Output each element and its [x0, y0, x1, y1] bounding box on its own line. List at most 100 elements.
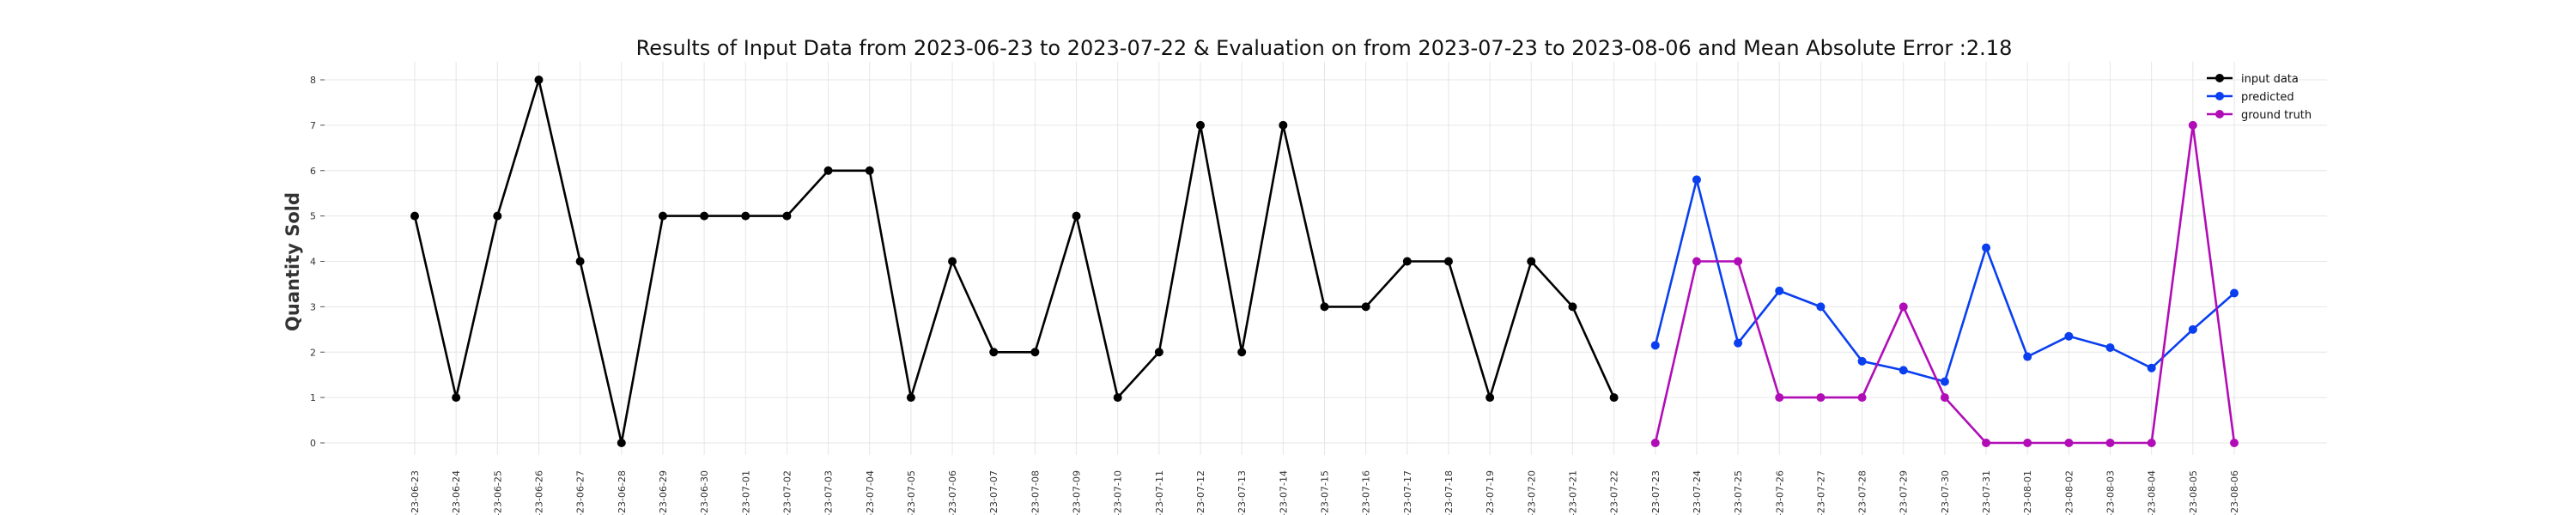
data-point [2188, 120, 2197, 130]
data-point [906, 393, 915, 403]
data-point [1443, 257, 1453, 266]
data-point [782, 211, 792, 221]
legend-label: input data [2241, 73, 2299, 86]
x-tick-label: -23-07-06 [947, 470, 958, 515]
x-tick-label: -23-07-29 [1899, 470, 1910, 515]
series-predicted [1650, 175, 2239, 386]
x-tick-label: -23-07-09 [1072, 470, 1083, 515]
x-tick-label: -23-08-01 [2022, 470, 2033, 515]
data-point [493, 211, 502, 221]
legend: input data predicted ground truth [2207, 73, 2312, 122]
data-point [1237, 348, 1247, 357]
x-tick-label: -23-07-25 [1733, 470, 1744, 515]
data-point [1154, 348, 1163, 357]
data-point [700, 211, 709, 221]
x-tick-label: -23-07-14 [1278, 470, 1289, 515]
x-tick-label: -23-07-01 [740, 470, 751, 515]
data-point [452, 393, 461, 403]
data-point [1816, 393, 1826, 403]
data-point [989, 348, 999, 357]
data-point [1982, 439, 1991, 447]
legend-label: predicted [2241, 91, 2294, 104]
x-tick-label: -23-07-17 [1402, 470, 1413, 515]
x-axis-ticks: -23-06-23 -23-06-24 -23-06-25 -23-06-26 -23-… [410, 470, 2240, 515]
x-tick-label: -23-07-02 [781, 470, 793, 515]
x-tick-label: -23-06-24 [451, 470, 462, 515]
data-point [1940, 377, 1949, 386]
y-tick-label: 3 [310, 301, 316, 312]
y-axis-ticks: 0 1 2 3 4 5 6 7 8 [310, 75, 325, 449]
data-point [2230, 439, 2239, 447]
data-point [1527, 257, 1536, 266]
x-tick-label: -23-07-11 [1154, 470, 1165, 515]
x-tick-label: -23-07-21 [1567, 470, 1578, 515]
data-point [1402, 257, 1412, 266]
data-point [2105, 439, 2115, 447]
data-point [1899, 366, 1908, 375]
data-point [575, 257, 585, 266]
y-axis-label: Quantity Sold [283, 192, 303, 331]
series-line [413, 78, 1615, 445]
y-tick-label: 1 [310, 392, 316, 403]
x-tick-label: -23-06-29 [658, 470, 669, 515]
legend-marker [2215, 92, 2224, 100]
legend-entry: predicted [2207, 91, 2294, 104]
data-point [1650, 439, 1660, 447]
x-tick-label: -23-07-04 [865, 470, 876, 515]
data-point [1196, 120, 1206, 130]
x-tick-label: -23-08-06 [2229, 470, 2240, 515]
data-point [1568, 302, 1577, 312]
data-point [1940, 393, 1949, 403]
x-tick-label: -23-07-30 [1940, 470, 1951, 515]
data-point [2105, 342, 2115, 352]
data-point [1692, 257, 1701, 266]
x-tick-label: -23-08-02 [2063, 470, 2075, 515]
series-lines [410, 76, 2239, 447]
y-tick-label: 6 [310, 166, 316, 177]
x-tick-label: -23-06-26 [533, 470, 544, 515]
x-tick-label: -23-07-22 [1609, 470, 1620, 515]
legend-marker [2215, 74, 2224, 82]
x-tick-label: -23-07-26 [1774, 470, 1785, 515]
data-point [1857, 393, 1867, 403]
x-tick-label: -23-07-24 [1692, 470, 1703, 515]
data-point [1775, 286, 1784, 295]
data-point [534, 76, 544, 84]
data-point [1485, 393, 1495, 403]
x-tick-label: -23-06-27 [575, 470, 586, 515]
chart-title: Results of Input Data from 2023-06-23 to… [636, 36, 2013, 60]
y-tick-label: 8 [310, 75, 316, 86]
x-tick-label: -23-07-18 [1443, 470, 1455, 515]
y-tick-label: 7 [310, 120, 316, 131]
x-tick-label: -23-07-31 [1981, 470, 1992, 515]
x-tick-label: -23-06-23 [410, 470, 421, 515]
legend-marker [2215, 110, 2224, 118]
y-tick-label: 5 [310, 211, 316, 222]
data-point [2230, 288, 2239, 298]
data-point [2064, 331, 2074, 341]
data-point [865, 166, 874, 175]
legend-entry: input data [2207, 73, 2299, 86]
data-point [2023, 352, 2032, 361]
series-input-data [410, 76, 1619, 447]
x-tick-label: -23-07-20 [1526, 470, 1537, 515]
series-ground-truth [1650, 120, 2239, 447]
data-point [948, 257, 957, 266]
data-point [1361, 302, 1370, 312]
x-tick-label: -23-08-03 [2105, 470, 2117, 515]
x-tick-label: -23-07-28 [1857, 470, 1868, 515]
data-point [1734, 338, 1743, 348]
x-tick-label: -23-07-27 [1815, 470, 1826, 515]
data-point [1734, 257, 1743, 266]
x-tick-label: -23-07-03 [823, 470, 835, 515]
x-tick-label: -23-07-19 [1485, 470, 1496, 515]
data-point [1816, 302, 1826, 312]
x-tick-label: -23-08-05 [2188, 470, 2199, 515]
y-tick-label: 0 [310, 438, 316, 449]
data-point [1072, 211, 1081, 221]
x-tick-label: -23-07-12 [1195, 470, 1206, 515]
data-point [1692, 175, 1701, 185]
data-point [410, 211, 419, 221]
x-tick-label: -23-07-16 [1361, 470, 1372, 515]
